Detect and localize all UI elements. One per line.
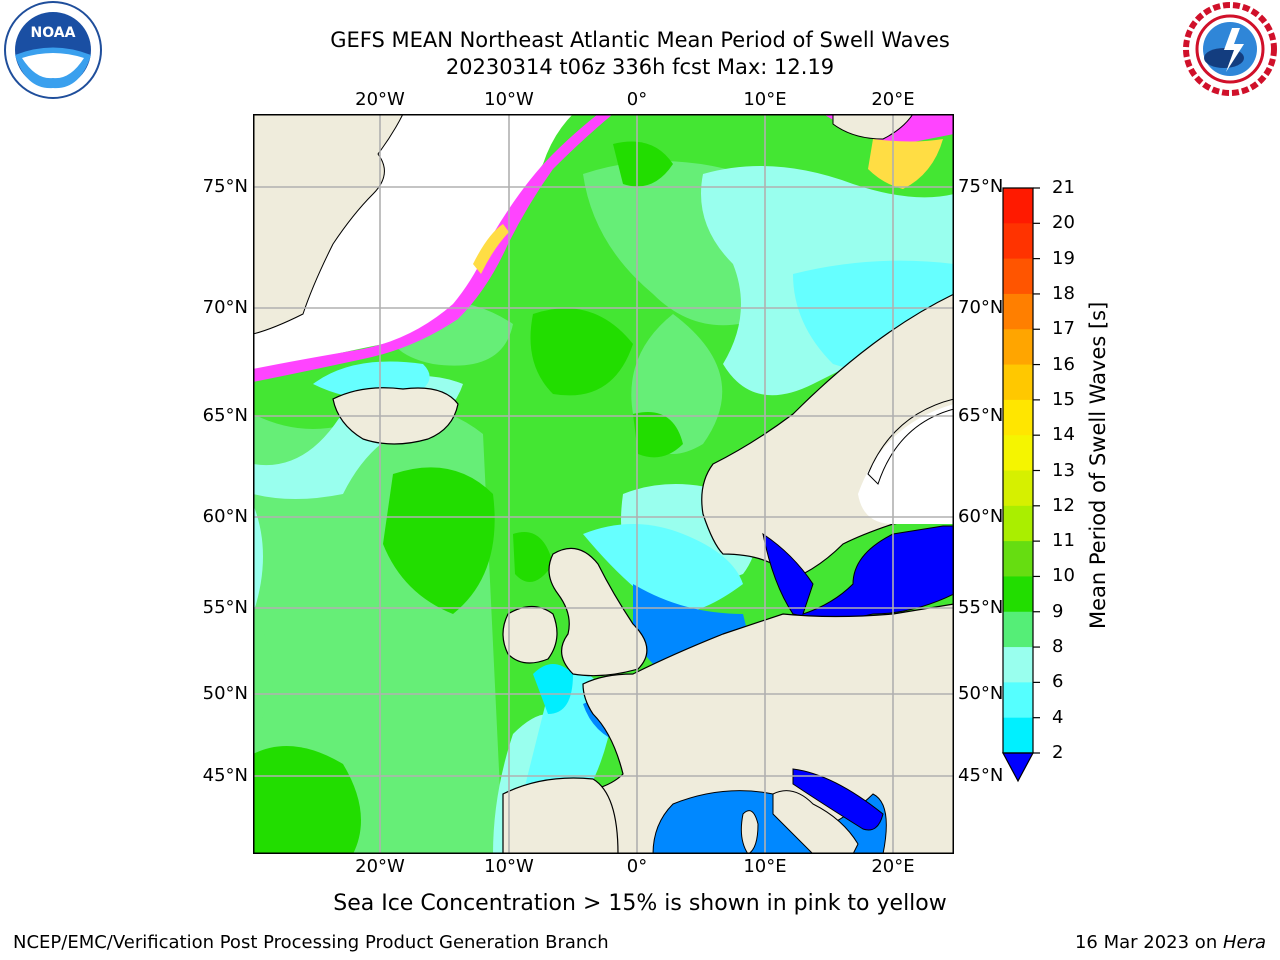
colorbar-tick-label: 16 [1052, 353, 1075, 375]
footer-date: 16 Mar 2023 on Hera [1075, 932, 1266, 953]
lon-label-bottom-2: 10°W [484, 856, 534, 877]
lon-label-bottom-3: 0° [626, 856, 648, 877]
lon-label-bottom-1: 20°W [355, 856, 405, 877]
colorbar-segment [1003, 399, 1033, 436]
colorbar-segment [1003, 435, 1033, 471]
colorbar-tick-label: 6 [1052, 671, 1064, 693]
colorbar-segment [1003, 188, 1033, 224]
colorbar-tick-label: 20 [1052, 212, 1075, 234]
map-title: GEFS MEAN Northeast Atlantic Mean Period… [330, 28, 950, 52]
colorbar-tick-label: 10 [1052, 565, 1075, 587]
lat-label-left-5: 55°N [202, 597, 248, 618]
colorbar-tick-label: 4 [1052, 706, 1064, 728]
nws-logo [1180, 0, 1280, 100]
lon-label-top-1: 20°W [355, 89, 405, 110]
colorbar-segment [1003, 293, 1033, 330]
colorbar-segment [1003, 611, 1033, 648]
lon-label-bottom-5: 20°E [871, 856, 915, 877]
colorbar-tick-label: 9 [1052, 600, 1064, 622]
lat-label-left-6: 50°N [202, 683, 248, 704]
colorbar-tick-label: 19 [1052, 247, 1075, 269]
colorbar-tick-label: 18 [1052, 282, 1075, 304]
colorbar-segment [1003, 223, 1033, 260]
lat-label-left-1: 75°N [202, 176, 248, 197]
map-panel [252, 113, 955, 855]
colorbar [1000, 186, 1040, 786]
colorbar-tick-label: 21 [1052, 177, 1075, 198]
lon-label-top-5: 20°E [871, 89, 915, 110]
colorbar-tick-label: 2 [1052, 742, 1064, 763]
lat-label-right-6: 50°N [958, 683, 1004, 704]
lat-label-left-2: 70°N [202, 297, 248, 318]
lat-label-left-7: 45°N [202, 765, 248, 786]
colorbar-segment [1003, 364, 1033, 401]
colorbar-tick-label: 8 [1052, 636, 1064, 658]
colorbar-segment [1003, 505, 1033, 542]
lat-label-right-3: 65°N [958, 405, 1004, 426]
noaa-logo: NOAA [0, 0, 105, 105]
colorbar-segment [1003, 647, 1033, 683]
colorbar-tick-label: 13 [1052, 459, 1075, 481]
lat-label-right-4: 60°N [958, 506, 1004, 527]
lat-label-left-3: 65°N [202, 405, 248, 426]
colorbar-segment [1003, 576, 1033, 613]
colorbar-label: Mean Period of Swell Waves [s] [1086, 301, 1110, 629]
lat-label-right-2: 70°N [958, 297, 1004, 318]
colorbar-segment [1003, 258, 1033, 295]
colorbar-segment [1003, 682, 1033, 719]
lat-label-left-4: 60°N [202, 506, 248, 527]
svg-text:NOAA: NOAA [31, 25, 76, 41]
footer-date-text: 16 Mar 2023 on [1074, 932, 1223, 953]
lat-label-right-1: 75°N [958, 176, 1004, 197]
lat-label-right-5: 55°N [958, 597, 1004, 618]
lat-label-right-7: 45°N [958, 765, 1004, 786]
footer-host: Hera [1222, 932, 1266, 953]
map-subtitle: 20230314 t06z 336h fcst Max: 12.19 [445, 55, 835, 79]
sea-ice-note: Sea Ice Concentration > 15% is shown in … [333, 891, 947, 916]
colorbar-tick-label: 17 [1052, 318, 1075, 340]
colorbar-tick-label: 14 [1052, 424, 1075, 446]
colorbar-segment [1003, 470, 1033, 507]
lon-label-top-3: 0° [626, 89, 648, 110]
footer-credit: NCEP/EMC/Verification Post Processing Pr… [13, 932, 609, 953]
colorbar-tick-label: 12 [1052, 494, 1075, 516]
colorbar-segment [1003, 541, 1033, 577]
lon-label-bottom-4: 10°E [743, 856, 787, 877]
lon-label-top-2: 10°W [484, 89, 534, 110]
colorbar-segment [1003, 329, 1033, 366]
colorbar-extend-min [1001, 752, 1035, 783]
colorbar-segment [1003, 717, 1033, 754]
colorbar-tick-label: 11 [1052, 530, 1075, 552]
lon-label-top-4: 10°E [743, 89, 787, 110]
colorbar-tick-label: 15 [1052, 388, 1075, 410]
